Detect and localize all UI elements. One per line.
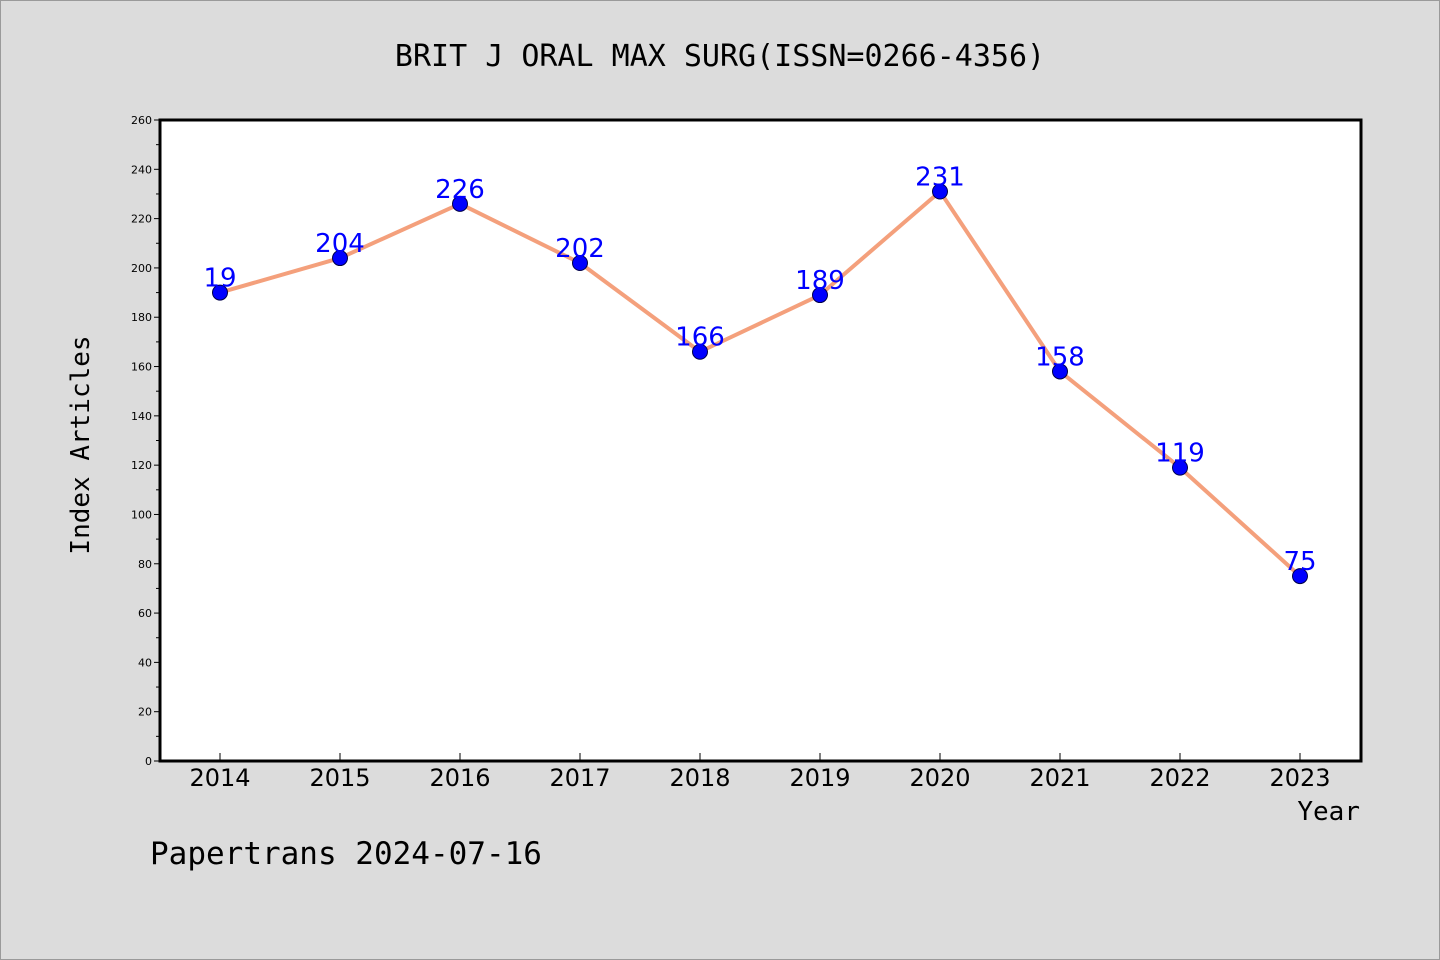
y-tick-label: 220 xyxy=(131,213,152,226)
data-label: 202 xyxy=(555,234,605,264)
x-tick-label: 2015 xyxy=(309,764,370,792)
y-tick-label: 240 xyxy=(131,163,152,176)
data-point xyxy=(1292,568,1308,585)
data-point xyxy=(692,343,708,360)
x-tick-label: 2020 xyxy=(909,764,970,792)
y-tick-label: 200 xyxy=(131,262,152,275)
x-axis: 2014 2015 2016 2017 2018 2019 2020 2021 2022 2023 xyxy=(189,753,1331,792)
y-tick-label: 60 xyxy=(138,607,152,620)
chart-title: BRIT J ORAL MAX SURG(ISSN=0266-4356) xyxy=(395,39,1045,74)
plot-area xyxy=(158,118,1363,763)
data-point xyxy=(572,254,588,271)
y-tick-label: 160 xyxy=(131,361,152,374)
data-point xyxy=(1052,363,1068,380)
y-axis-label: Index Articles xyxy=(66,335,96,554)
y-tick-label: 120 xyxy=(131,459,152,472)
data-labels: 19 204 226 202 166 189 231 158 119 75 xyxy=(203,162,1316,577)
y-tick-label: 20 xyxy=(138,706,152,719)
data-point xyxy=(452,195,468,212)
x-tick-label: 2021 xyxy=(1029,764,1090,792)
data-point xyxy=(332,250,348,267)
footer-credit: Papertrans 2024-07-16 xyxy=(150,836,542,872)
x-tick-label: 2023 xyxy=(1269,764,1330,792)
x-tick-label: 2019 xyxy=(789,764,850,792)
data-label: 19 xyxy=(203,264,236,294)
data-point xyxy=(812,287,828,304)
y-tick-label: 80 xyxy=(138,558,152,571)
x-tick-label: 2014 xyxy=(189,764,250,792)
series-line xyxy=(219,189,1302,578)
data-point xyxy=(1172,459,1188,476)
x-axis-label: Year xyxy=(1297,797,1360,827)
x-tick-label: 2016 xyxy=(429,764,490,792)
y-axis: 0 20 40 60 80 100 120 140 160 180 200 220 240 260 xyxy=(131,114,160,768)
data-label: 204 xyxy=(315,229,365,259)
data-label: 189 xyxy=(795,266,845,296)
x-tick-label: 2018 xyxy=(669,764,730,792)
data-label: 166 xyxy=(675,323,725,353)
series-markers xyxy=(212,183,1308,585)
y-tick-label: 260 xyxy=(131,114,152,127)
data-label: 119 xyxy=(1155,439,1205,469)
data-point xyxy=(212,284,228,301)
data-point xyxy=(932,183,948,200)
data-label: 75 xyxy=(1283,547,1316,577)
x-tick-label: 2017 xyxy=(549,764,610,792)
y-tick-label: 180 xyxy=(131,311,152,324)
data-label: 226 xyxy=(435,175,485,205)
data-label: 231 xyxy=(915,162,965,192)
y-tick-label: 100 xyxy=(131,508,152,521)
y-tick-label: 140 xyxy=(131,410,152,423)
y-tick-label: 40 xyxy=(138,656,152,669)
data-label: 158 xyxy=(1035,342,1085,372)
x-tick-label: 2022 xyxy=(1149,764,1210,792)
y-tick-label: 0 xyxy=(145,755,152,768)
